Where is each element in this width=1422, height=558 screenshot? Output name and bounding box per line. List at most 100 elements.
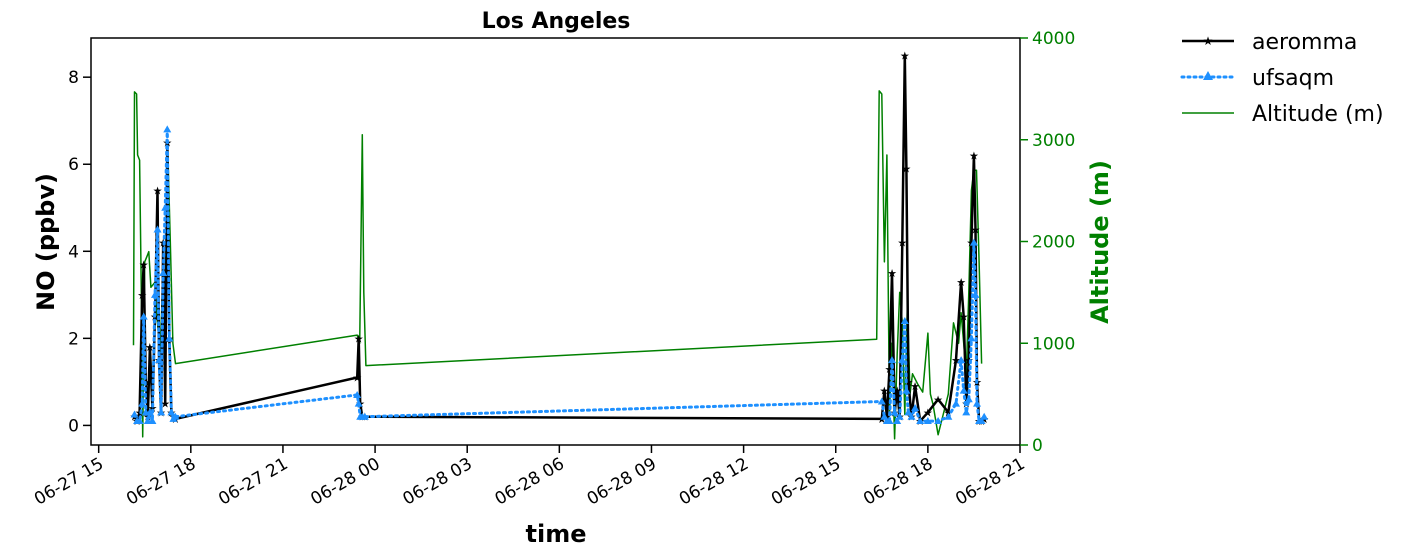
data-point-ufsaqm (155, 356, 164, 364)
data-point-aeromma: ★ (933, 393, 943, 406)
y-right-tick-label: 1000 (1032, 334, 1075, 354)
data-point-ufsaqm (900, 316, 909, 324)
data-point-ufsaqm (980, 412, 989, 420)
x-axis-label: time (526, 520, 587, 548)
y-right-axis-ticks: 0 1000 2000 3000 4000 (1020, 29, 1075, 456)
legend-label-ufsaqm: ufsaqm (1252, 66, 1334, 91)
data-point-ufsaqm (907, 412, 916, 420)
x-tick-label: 06-28 00 (307, 454, 383, 510)
chart-title: Los Angeles (482, 9, 631, 34)
data-point-aeromma: ★ (892, 385, 902, 398)
data-point-ufsaqm (877, 397, 886, 405)
legend: ★ aeromma ufsaqm Altitude (m) (1180, 30, 1384, 127)
data-point-ufsaqm (973, 399, 982, 407)
data-point-ufsaqm (888, 356, 897, 364)
data-point-ufsaqm (167, 408, 176, 416)
y-tick-label: 2 (68, 329, 79, 349)
data-point-aeromma: ★ (910, 380, 920, 393)
x-tick-label: 06-27 15 (31, 454, 107, 510)
legend-label-aeromma: aeromma (1252, 30, 1357, 55)
data-point-aeromma: ★ (879, 385, 889, 398)
data-point-ufsaqm (880, 412, 889, 420)
data-point-ufsaqm (139, 312, 148, 320)
data-point-ufsaqm (165, 334, 174, 342)
legend-triangle-marker (1203, 71, 1213, 80)
data-point-aeromma: ★ (971, 224, 981, 237)
series-line-ufsaqm (133, 127, 986, 423)
data-point-ufsaqm (353, 390, 362, 398)
data-point-aeromma: ★ (900, 49, 910, 62)
data-point-ufsaqm (967, 334, 976, 342)
data-point-ufsaqm (969, 238, 978, 246)
data-point-aeromma: ★ (959, 311, 969, 324)
data-point-ufsaqm (893, 417, 902, 425)
data-point-aeromma: ★ (897, 237, 907, 250)
data-point-ufsaqm (971, 290, 980, 298)
x-tick-label: 06-28 09 (584, 454, 660, 510)
data-point-aeromma: ★ (964, 354, 974, 367)
y-tick-label: 8 (68, 68, 79, 88)
data-point-ufsaqm (135, 417, 144, 425)
data-point-ufsaqm (157, 408, 166, 416)
data-point-aeromma: ★ (352, 372, 362, 385)
data-point-ufsaqm (159, 269, 168, 277)
x-tick-label: 06-28 18 (860, 454, 936, 510)
x-tick-label: 06-28 15 (768, 454, 844, 510)
data-point-ufsaqm (130, 410, 139, 418)
data-point-ufsaqm (959, 386, 968, 394)
data-point-ufsaqm (895, 412, 904, 420)
data-point-aeromma: ★ (137, 289, 147, 302)
data-point-ufsaqm (890, 408, 899, 416)
data-point-ufsaqm (148, 417, 157, 425)
data-point-ufsaqm (360, 412, 369, 420)
data-point-aeromma: ★ (901, 163, 911, 176)
y-axis-label: NO (ppbv) (32, 173, 60, 311)
data-point-ufsaqm (898, 356, 907, 364)
series-layer: ★★★★★★★★★★★★★★★★★★★★★★★★★★★★★★★★★★★★★★★★… (130, 49, 989, 440)
x-tick-label: 06-28 03 (400, 454, 476, 510)
x-tick-label: 06-27 21 (215, 454, 291, 510)
data-point-ufsaqm (964, 395, 973, 403)
data-point-aeromma: ★ (969, 150, 979, 163)
data-point-ufsaqm (161, 203, 170, 211)
data-point-ufsaqm (354, 399, 363, 407)
data-point-ufsaqm (885, 417, 894, 425)
y-right-tick-label: 0 (1032, 436, 1043, 456)
data-point-aeromma: ★ (885, 363, 895, 376)
x-tick-label: 06-28 21 (952, 454, 1028, 510)
data-point-aeromma: ★ (354, 332, 364, 345)
data-point-aeromma: ★ (903, 376, 913, 389)
y-axis-ticks: 0 2 4 6 8 (68, 68, 91, 436)
x-tick-label: 06-28 06 (492, 454, 568, 510)
data-point-ufsaqm (911, 404, 920, 411)
x-tick-label: 06-27 18 (123, 454, 199, 510)
y-tick-label: 6 (68, 155, 79, 175)
data-point-ufsaqm (934, 417, 943, 425)
data-point-ufsaqm (902, 386, 911, 394)
data-point-aeromma: ★ (956, 276, 966, 289)
data-point-aeromma: ★ (139, 258, 149, 271)
legend-label-altitude: Altitude (m) (1252, 102, 1384, 127)
y-right-tick-label: 2000 (1032, 233, 1075, 253)
data-point-aeromma: ★ (887, 267, 897, 280)
y-right-tick-label: 4000 (1032, 29, 1075, 49)
data-point-ufsaqm (145, 408, 154, 416)
data-point-aeromma: ★ (145, 341, 155, 354)
legend-star-marker: ★ (1203, 34, 1214, 48)
data-point-ufsaqm (944, 412, 953, 420)
y-tick-label: 4 (68, 242, 79, 262)
data-point-ufsaqm (916, 417, 925, 425)
y-tick-label: 0 (68, 416, 79, 436)
data-point-aeromma: ★ (160, 398, 170, 411)
data-point-ufsaqm (904, 408, 913, 416)
data-point-aeromma: ★ (923, 406, 933, 419)
x-tick-label: 06-28 12 (676, 454, 752, 510)
y-right-tick-label: 3000 (1032, 131, 1075, 151)
series-line-altitude-m (132, 90, 983, 440)
data-point-ufsaqm (923, 417, 932, 425)
data-point-aeromma: ★ (951, 354, 961, 367)
data-point-aeromma: ★ (153, 184, 163, 197)
data-point-ufsaqm (952, 399, 961, 407)
x-axis-ticks: 06-27 15 06-27 18 06-27 21 06-28 00 06-28 03… (31, 445, 1029, 510)
